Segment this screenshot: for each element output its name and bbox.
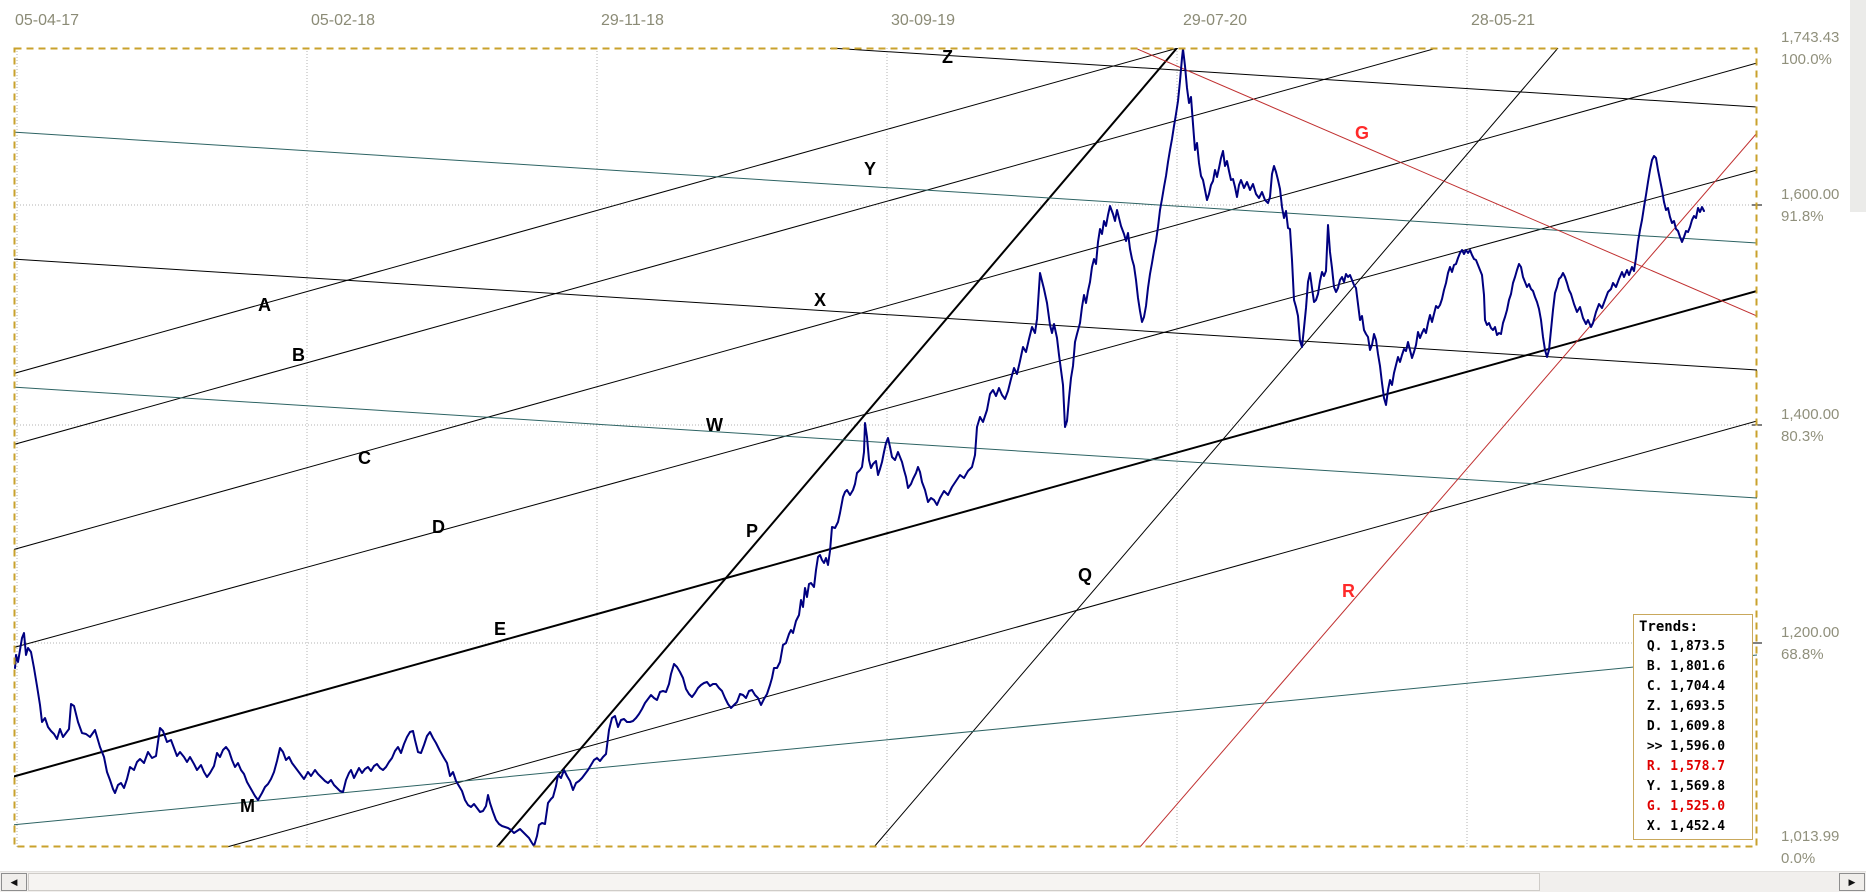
plot-border: [13, 47, 1758, 848]
scroll-right-button[interactable]: ▶: [1839, 873, 1865, 891]
trend-line-Z: [829, 48, 1757, 108]
trend-line-teal-lower: [14, 654, 1757, 826]
line-label-D: D: [432, 517, 445, 537]
line-label-W: W: [706, 415, 723, 435]
trends-legend: Trends: Q. 1,873.5 B. 1,801.6 C. 1,704.4…: [1633, 614, 1753, 840]
trend-line-E: [14, 290, 1757, 778]
line-label-C: C: [358, 448, 371, 468]
line-label-Q: Q: [1078, 565, 1092, 585]
trend-line-C: [14, 62, 1757, 550]
trends-legend-row: >> 1,596.0: [1639, 739, 1726, 754]
date-label: 29-11-18: [601, 12, 664, 29]
percent-label: 68.8%: [1781, 646, 1824, 663]
trends-legend-title: Trends:: [1639, 619, 1699, 635]
line-label-R: R: [1342, 581, 1355, 601]
trend-line-X: [14, 258, 1757, 371]
trends-legend-row: R. 1,578.7: [1639, 759, 1726, 774]
trends-legend-row: Z. 1,693.5: [1639, 699, 1726, 714]
line-label-P: P: [746, 521, 758, 541]
percent-label: 100.0%: [1781, 51, 1832, 68]
trend-line-R: [1139, 132, 1757, 847]
price-series: [14, 48, 1705, 847]
percent-label: 80.3%: [1781, 428, 1824, 445]
line-label-M: M: [240, 796, 255, 816]
trend-line-P: [496, 48, 1178, 847]
trends-legend-row: B. 1,801.6: [1639, 659, 1726, 674]
line-label-E: E: [494, 619, 506, 639]
plot-contents: [14, 48, 1757, 847]
scroll-thumb[interactable]: [28, 873, 1540, 891]
trend-line-D: [14, 169, 1757, 648]
date-label: 30-09-19: [891, 12, 956, 29]
trends-legend-row: Q. 1,873.5: [1639, 639, 1726, 654]
trends-legend-row: G. 1,525.0: [1639, 799, 1726, 814]
line-label-A: A: [258, 295, 271, 315]
trends-legend-rows: Q. 1,873.5 B. 1,801.6 C. 1,704.4 Z. 1,69…: [1634, 637, 1752, 837]
trend-line-G: [1134, 48, 1757, 317]
trend-line-M: [226, 420, 1757, 847]
price-label: 1,200.00: [1781, 624, 1840, 641]
trend-line-Y: [14, 131, 1757, 244]
line-label-X: X: [814, 290, 826, 310]
line-label-Y: Y: [864, 159, 876, 179]
date-label: 05-04-17: [15, 12, 80, 29]
date-label: 05-02-18: [311, 12, 376, 29]
scroll-left-button[interactable]: ◀: [1, 873, 27, 891]
trend-line-W: [14, 386, 1757, 499]
percent-label: 91.8%: [1781, 208, 1824, 225]
trends-legend-row: D. 1,609.8: [1639, 719, 1726, 734]
trend-line-Q: [873, 48, 1559, 847]
trend-line-B: [14, 48, 1438, 445]
right-panel-strip: [1850, 0, 1866, 212]
price-label: 1,743.43: [1781, 29, 1840, 46]
line-label-G: G: [1355, 123, 1369, 143]
scroll-left-arrow-icon: ◀: [10, 877, 18, 887]
trends-legend-row: C. 1,704.4: [1639, 679, 1726, 694]
price-label: 1,013.99: [1781, 828, 1840, 845]
line-label-Z: Z: [942, 47, 953, 67]
scroll-right-arrow-icon: ▶: [1848, 877, 1856, 887]
trends-legend-row: Y. 1,569.8: [1639, 779, 1726, 794]
date-label: 28-05-21: [1471, 12, 1536, 29]
percent-label: 0.0%: [1781, 850, 1816, 867]
price-label: 1,400.00: [1781, 406, 1840, 423]
price-label: 1,600.00: [1781, 186, 1840, 203]
trends-legend-row: X. 1,452.4: [1639, 819, 1726, 834]
trend-line-A: [14, 48, 1179, 374]
date-label: 29-07-20: [1183, 12, 1248, 29]
line-label-B: B: [292, 345, 305, 365]
horizontal-scrollbar[interactable]: ◀ ▶: [0, 871, 1866, 892]
